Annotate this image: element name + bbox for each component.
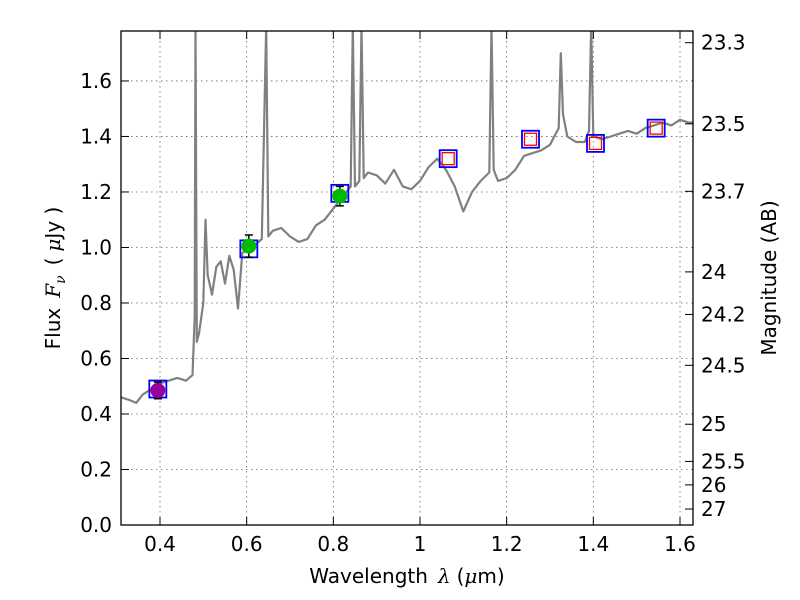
mag-tick-label: 23.5	[701, 112, 746, 136]
measurement-marker	[649, 121, 663, 135]
spectrum-layer	[121, 31, 693, 404]
mag-tick-label: 27	[701, 497, 726, 521]
measurement-marker	[241, 238, 257, 254]
model-flux-marker	[521, 129, 540, 149]
y-tick-label: 0.6	[80, 346, 112, 370]
x-tick-label: 0.4	[144, 532, 176, 556]
axis-ticks: 0.4 0.6 0.8 1 1.2 1.4 1.6 0.0 0.2 0.4 0.6 0.8 1.0 1.2…	[80, 31, 745, 556]
y-tick-label: 1.4	[80, 124, 112, 148]
measurement-marker	[332, 188, 348, 204]
mag-tick-label: 23.7	[701, 179, 746, 203]
y-tick-label: 1.2	[80, 180, 112, 204]
x-tick-label: 1.4	[577, 532, 609, 556]
spectrum-line	[121, 31, 693, 404]
mag-tick-label: 25.5	[701, 449, 746, 473]
y-tick-label: 1.0	[80, 235, 112, 259]
y-tick-label: 0.2	[80, 457, 112, 481]
x-tick-label: 0.8	[317, 532, 349, 556]
y-tick-label: 0.4	[80, 402, 112, 426]
x-tick-label: 1.2	[491, 532, 523, 556]
grid-lines	[121, 31, 693, 525]
y-axis-label: FluxFν(μJy )	[41, 207, 69, 350]
model-flux-marker	[646, 118, 666, 138]
y-tick-label: 1.6	[80, 69, 112, 93]
points-layer	[148, 118, 666, 400]
x-axis-label: Wavelength λ (μm)	[309, 564, 504, 588]
mag-tick-label: 23.3	[701, 31, 746, 55]
mag-tick-label: 24	[701, 260, 726, 284]
measurement-marker	[150, 382, 166, 398]
measurement-marker	[588, 136, 603, 151]
plot-frame	[120, 30, 694, 526]
model-flux-marker	[438, 149, 458, 169]
y2-axis-label: Magnitude (AB)	[757, 200, 781, 355]
y-tick-label: 0.0	[80, 513, 112, 537]
measurement-marker	[441, 152, 455, 166]
y-tick-label: 0.8	[80, 291, 112, 315]
model-flux-marker	[586, 133, 605, 153]
mag-tick-label: 26	[701, 473, 726, 497]
x-tick-label: 1	[414, 532, 427, 556]
measurement-marker	[523, 132, 538, 146]
x-tick-label: 0.6	[231, 532, 263, 556]
mag-tick-label: 24.2	[701, 302, 746, 326]
x-tick-label: 1.6	[664, 532, 696, 556]
mag-tick-label: 24.5	[701, 353, 746, 377]
mag-tick-label: 25	[701, 412, 726, 436]
